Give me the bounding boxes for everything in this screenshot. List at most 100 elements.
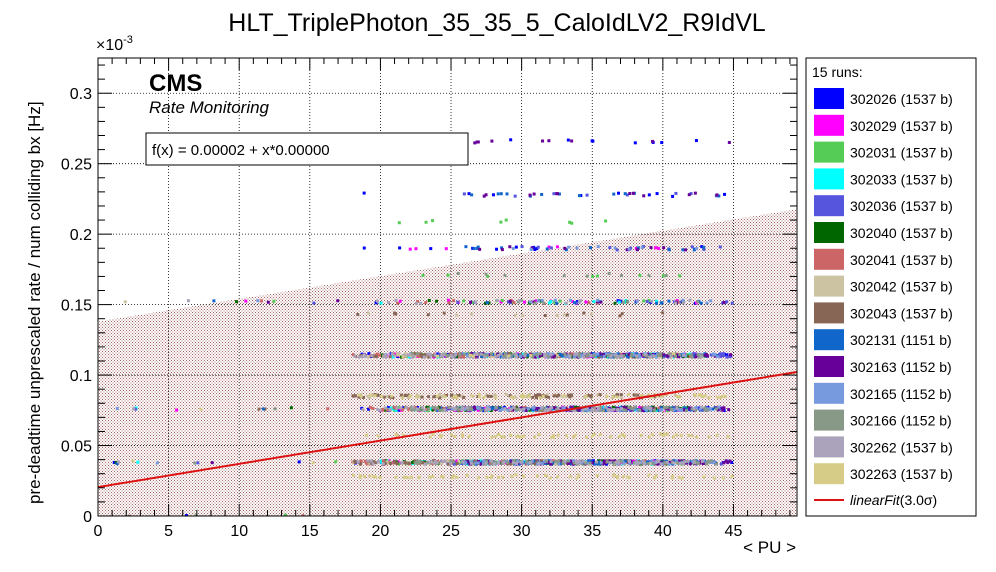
data-point: [552, 354, 556, 358]
data-point: [689, 353, 693, 357]
data-point: [544, 473, 548, 477]
data-point: [555, 408, 559, 412]
data-point: [519, 435, 523, 439]
data-point: [657, 353, 661, 357]
data-point: [642, 353, 646, 357]
data-point: [652, 354, 656, 358]
data-point: [416, 462, 420, 466]
data-point: [461, 406, 465, 410]
data-point: [537, 461, 541, 465]
data-point: [684, 409, 688, 413]
data-point: [642, 406, 646, 410]
data-point: [703, 352, 707, 356]
chart-title: HLT_TriplePhoton_35_35_5_CaloIdLV2_R9IdV…: [228, 9, 766, 37]
data-point: [682, 406, 686, 410]
data-point: [441, 475, 445, 479]
data-point: [684, 461, 688, 465]
data-point: [492, 406, 496, 410]
x-axis-title: < PU >: [743, 538, 796, 557]
data-point: [611, 355, 615, 359]
data-point: [438, 393, 442, 397]
legend-label: 302026 (1537 b): [850, 91, 953, 107]
data-point: [371, 462, 375, 466]
data-point: [380, 461, 384, 465]
data-point: [666, 354, 670, 358]
data-point: [132, 407, 136, 411]
data-point: [476, 405, 480, 409]
data-point: [626, 300, 630, 304]
data-point: [460, 352, 464, 356]
data-point: [535, 353, 539, 357]
data-point: [661, 393, 665, 397]
data-point: [567, 393, 571, 397]
data-point: [596, 300, 600, 304]
data-point: [645, 354, 649, 358]
data-point: [491, 193, 495, 197]
x-tick-label: 30: [513, 523, 531, 540]
data-point: [709, 353, 713, 357]
data-point: [473, 461, 477, 465]
data-point: [612, 192, 616, 196]
data-point: [465, 406, 469, 410]
data-point: [572, 459, 576, 463]
data-point: [234, 300, 238, 304]
data-point: [582, 311, 586, 315]
data-point: [700, 459, 704, 463]
data-point: [659, 462, 663, 466]
data-point: [432, 395, 436, 399]
data-point: [660, 141, 664, 145]
x-tick-label: 25: [442, 523, 460, 540]
data-point: [657, 406, 661, 410]
legend-swatch: [814, 356, 844, 377]
data-point: [414, 247, 418, 251]
data-point: [393, 354, 397, 358]
data-point: [667, 248, 671, 252]
data-point: [586, 409, 590, 413]
data-point: [496, 475, 500, 479]
data-point: [421, 408, 425, 412]
data-point: [467, 406, 471, 410]
data-point: [676, 394, 680, 398]
data-point: [336, 299, 340, 303]
data-point: [334, 460, 338, 464]
data-point: [358, 476, 362, 480]
data-point: [623, 459, 627, 463]
data-point: [600, 459, 604, 463]
data-point: [585, 274, 589, 278]
legend-label: 302040 (1537 b): [850, 225, 953, 241]
data-point: [571, 352, 575, 356]
data-point: [575, 476, 579, 480]
data-point: [614, 460, 618, 464]
data-point: [529, 247, 533, 251]
data-point: [482, 409, 486, 413]
data-point: [383, 406, 387, 410]
data-point: [489, 409, 493, 413]
data-point: [497, 352, 501, 356]
data-point: [519, 394, 523, 398]
data-point: [458, 352, 462, 356]
data-point: [596, 393, 600, 397]
data-point: [435, 394, 439, 398]
data-point: [485, 354, 489, 358]
data-point: [436, 352, 440, 356]
data-point: [616, 352, 620, 356]
data-point: [585, 354, 589, 358]
data-point: [487, 301, 491, 305]
data-point: [512, 405, 516, 409]
data-point: [622, 405, 626, 409]
data-point: [633, 405, 637, 409]
data-point: [637, 355, 641, 359]
data-point: [722, 352, 726, 356]
data-point: [598, 393, 602, 397]
data-point: [256, 299, 260, 303]
data-point: [604, 405, 608, 409]
data-point: [541, 139, 545, 143]
data-point: [706, 460, 710, 464]
data-point: [699, 301, 703, 305]
data-point: [413, 352, 417, 356]
data-point: [451, 355, 455, 359]
data-point: [417, 395, 421, 399]
data-point: [476, 245, 480, 249]
data-point: [597, 355, 601, 359]
data-point: [484, 393, 488, 397]
